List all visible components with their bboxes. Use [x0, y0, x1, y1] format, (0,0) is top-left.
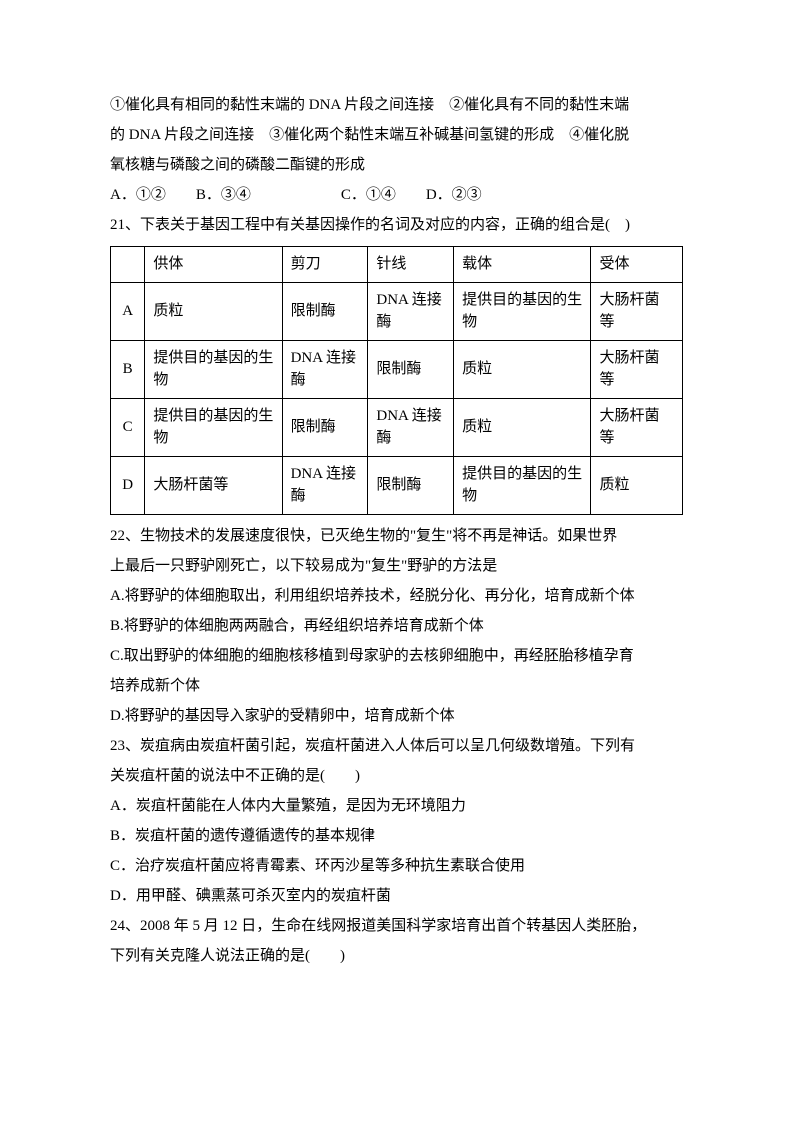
cell: 大肠杆菌等	[591, 398, 683, 456]
cell: 大肠杆菌等	[145, 456, 282, 514]
th-vector: 载体	[454, 247, 591, 283]
table-header-row: 供体 剪刀 针线 载体 受体	[111, 247, 683, 283]
cell: 质粒	[454, 340, 591, 398]
q22-b: B.将野驴的体细胞两两融合，再经组织培养培育成新个体	[110, 611, 683, 641]
page: ①催化具有相同的黏性末端的 DNA 片段之间连接 ②催化具有不同的黏性末端 的 …	[0, 0, 793, 1061]
cell: B	[111, 340, 145, 398]
table-row: C 提供目的基因的生物 限制酶 DNA 连接酶 质粒 大肠杆菌等	[111, 398, 683, 456]
cell: 限制酶	[368, 340, 454, 398]
q23-d: D．用甲醛、碘熏蒸可杀灭室内的炭疽杆菌	[110, 881, 683, 911]
q23-b: B．炭疽杆菌的遗传遵循遗传的基本规律	[110, 821, 683, 851]
cell: 限制酶	[368, 456, 454, 514]
table-row: A 质粒 限制酶 DNA 连接酶 提供目的基因的生物 大肠杆菌等	[111, 282, 683, 340]
cell: A	[111, 282, 145, 340]
intro-line1: ①催化具有相同的黏性末端的 DNA 片段之间连接 ②催化具有不同的黏性末端	[110, 90, 683, 120]
cell: 质粒	[454, 398, 591, 456]
q23-a: A．炭疽杆菌能在人体内大量繁殖，是因为无环境阻力	[110, 791, 683, 821]
table-row: B 提供目的基因的生物 DNA 连接酶 限制酶 质粒 大肠杆菌等	[111, 340, 683, 398]
th-donor: 供体	[145, 247, 282, 283]
th-thread: 针线	[368, 247, 454, 283]
cell: 限制酶	[282, 282, 368, 340]
cell: 提供目的基因的生物	[145, 398, 282, 456]
q21-stem: 21、下表关于基因工程中有关基因操作的名词及对应的内容，正确的组合是( )	[110, 210, 683, 240]
cell: 质粒	[145, 282, 282, 340]
q23-line1: 23、炭疽病由炭疽杆菌引起，炭疽杆菌进入人体后可以呈几何级数增殖。下列有	[110, 731, 683, 761]
q22-d: D.将野驴的基因导入家驴的受精卵中，培育成新个体	[110, 701, 683, 731]
q24-line1: 24、2008 年 5 月 12 日，生命在线网报道美国科学家培育出首个转基因人…	[110, 911, 683, 941]
q22-a: A.将野驴的体细胞取出，利用组织培养技术，经脱分化、再分化，培育成新个体	[110, 581, 683, 611]
cell: DNA 连接酶	[368, 398, 454, 456]
cell: 质粒	[591, 456, 683, 514]
q22-c1: C.取出野驴的体细胞的细胞核移植到母家驴的去核卵细胞中，再经胚胎移植孕育	[110, 641, 683, 671]
cell: D	[111, 456, 145, 514]
q21-table: 供体 剪刀 针线 载体 受体 A 质粒 限制酶 DNA 连接酶 提供目的基因的生…	[110, 246, 683, 515]
cell: 提供目的基因的生物	[145, 340, 282, 398]
q23-line2: 关炭疽杆菌的说法中不正确的是( )	[110, 761, 683, 791]
th-receptor: 受体	[591, 247, 683, 283]
intro-line2: 的 DNA 片段之间连接 ③催化两个黏性末端互补碱基间氢键的形成 ④催化脱	[110, 120, 683, 150]
intro-options: A．①② B．③④ C．①④ D．②③	[110, 180, 683, 210]
q22-c2: 培养成新个体	[110, 671, 683, 701]
th-blank	[111, 247, 145, 283]
cell: 大肠杆菌等	[591, 282, 683, 340]
cell: 大肠杆菌等	[591, 340, 683, 398]
q24-line2: 下列有关克隆人说法正确的是( )	[110, 941, 683, 971]
intro-line3: 氧核糖与磷酸之间的磷酸二酯键的形成	[110, 150, 683, 180]
cell: DNA 连接酶	[282, 340, 368, 398]
q22-line2: 上最后一只野驴刚死亡，以下较易成为"复生"野驴的方法是	[110, 551, 683, 581]
cell: 提供目的基因的生物	[454, 282, 591, 340]
table-row: D 大肠杆菌等 DNA 连接酶 限制酶 提供目的基因的生物 质粒	[111, 456, 683, 514]
cell: 限制酶	[282, 398, 368, 456]
cell: DNA 连接酶	[282, 456, 368, 514]
th-scissor: 剪刀	[282, 247, 368, 283]
cell: 提供目的基因的生物	[454, 456, 591, 514]
q22-line1: 22、生物技术的发展速度很快，已灭绝生物的"复生"将不再是神话。如果世界	[110, 521, 683, 551]
cell: DNA 连接酶	[368, 282, 454, 340]
cell: C	[111, 398, 145, 456]
q23-c: C．治疗炭疽杆菌应将青霉素、环丙沙星等多种抗生素联合使用	[110, 851, 683, 881]
